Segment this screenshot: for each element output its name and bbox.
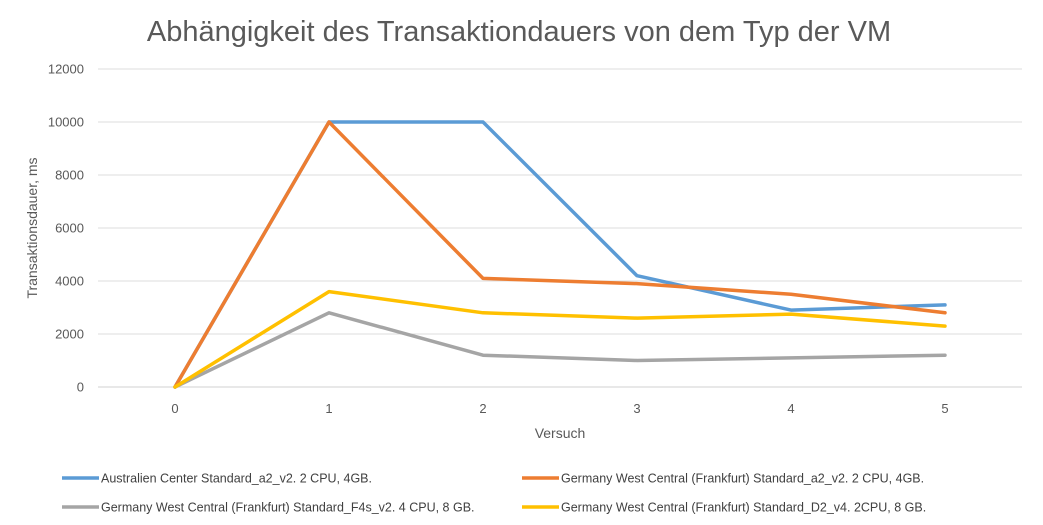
legend-label: Germany West Central (Frankfurt) Standar… [101, 501, 475, 515]
legend-label: Australien Center Standard_a2_v2. 2 CPU,… [101, 472, 372, 486]
series-line [173, 120, 947, 389]
y-tick-label: 6000 [55, 221, 84, 236]
y-tick-label: 10000 [48, 115, 84, 130]
x-tick-label: 0 [171, 401, 178, 416]
legend: Australien Center Standard_a2_v2. 2 CPU,… [62, 472, 926, 515]
legend-item: Germany West Central (Frankfurt) Standar… [522, 501, 926, 515]
gridlines [98, 68, 1022, 388]
x-tick-label: 4 [787, 401, 794, 416]
x-tick-label: 5 [941, 401, 948, 416]
series-line [173, 289, 947, 389]
y-tick-label: 4000 [55, 274, 84, 289]
y-tick-label: 2000 [55, 327, 84, 342]
x-tick-label: 3 [633, 401, 640, 416]
series-lines [173, 120, 947, 389]
y-tick-label: 8000 [55, 168, 84, 183]
legend-label: Germany West Central (Frankfurt) Standar… [561, 472, 924, 486]
y-tick-label: 12000 [48, 62, 84, 77]
series-line [173, 120, 947, 389]
x-axis-label: Versuch [535, 425, 586, 441]
series-line [173, 311, 947, 389]
chart-title: Abhängigkeit des Transaktiondauers von d… [147, 16, 891, 48]
legend-item: Australien Center Standard_a2_v2. 2 CPU,… [62, 472, 372, 486]
legend-item: Germany West Central (Frankfurt) Standar… [522, 472, 924, 486]
legend-label: Germany West Central (Frankfurt) Standar… [561, 501, 926, 515]
x-tick-label: 2 [479, 401, 486, 416]
x-axis-ticks: 0 1 2 3 4 5 [171, 401, 948, 416]
legend-item: Germany West Central (Frankfurt) Standar… [62, 501, 475, 515]
y-axis-ticks: 0 2000 4000 6000 8000 10000 12000 [48, 62, 84, 395]
y-tick-label: 0 [77, 380, 84, 395]
y-axis-label: Transaktionsdauer, ms [24, 157, 40, 298]
x-tick-label: 1 [325, 401, 332, 416]
